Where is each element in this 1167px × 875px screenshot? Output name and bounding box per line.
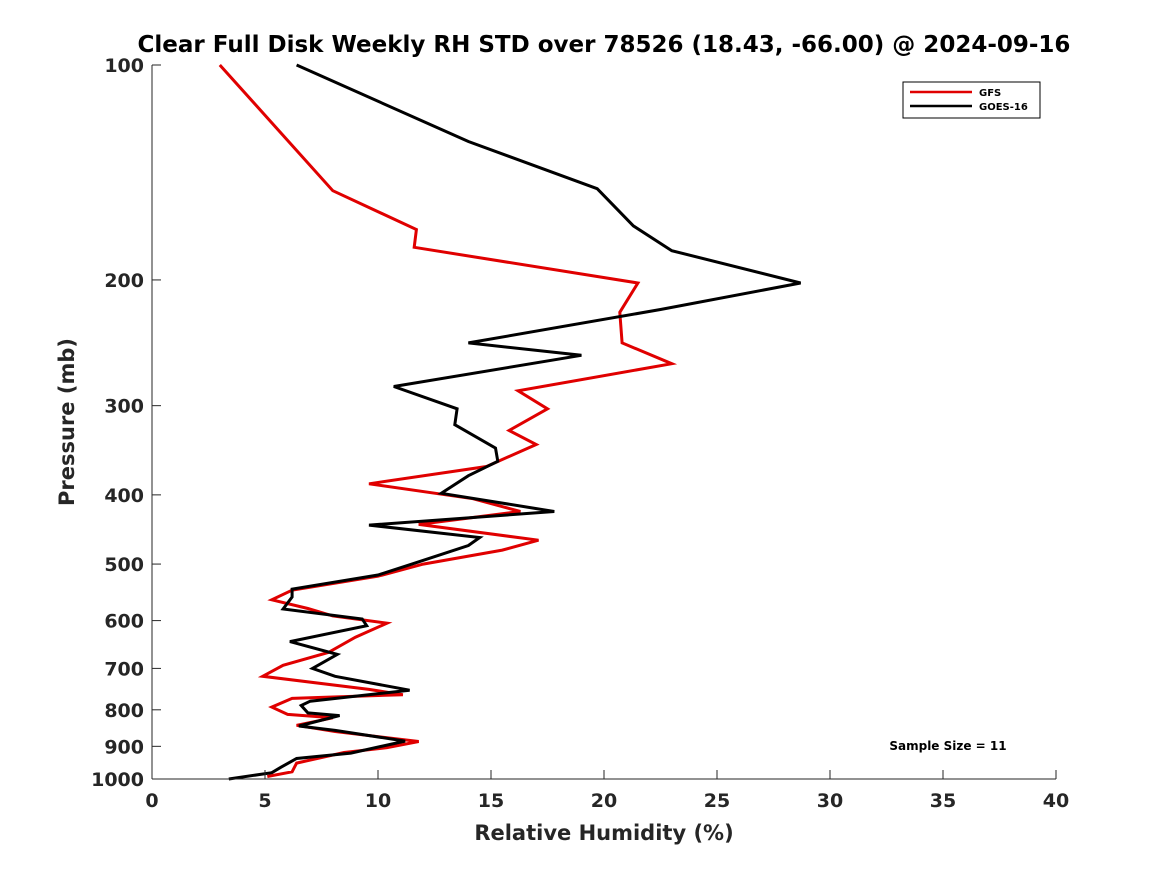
x-tick-label: 35 [930, 790, 956, 812]
sample-size-annotation: Sample Size = 11 [889, 739, 1006, 753]
x-tick-label: 0 [145, 790, 158, 812]
x-tick-label: 10 [365, 790, 391, 812]
axis-ticks: 0 5 10 15 20 25 30 35 40 100 200 300 400 500 600 700 800… [91, 55, 1069, 812]
y-tick-label: 700 [104, 658, 144, 680]
y-tick-label: 500 [104, 554, 144, 576]
y-tick-label: 300 [104, 396, 144, 418]
y-axis-label: Pressure (mb) [55, 338, 79, 506]
y-tick-label: 900 [104, 736, 144, 758]
x-tick-label: 20 [591, 790, 617, 812]
x-tick-label: 40 [1043, 790, 1069, 812]
x-tick-label: 15 [478, 790, 504, 812]
chart-title: Clear Full Disk Weekly RH STD over 78526… [138, 32, 1071, 58]
y-tick-label: 100 [104, 55, 144, 77]
y-tick-label: 200 [104, 270, 144, 292]
legend-box [902, 81, 1041, 119]
y-tick-label: 400 [104, 485, 144, 507]
y-tick-label: 600 [104, 611, 144, 633]
series-line-goes16 [228, 63, 801, 781]
y-tick-label: 1000 [91, 769, 144, 791]
x-axis-label: Relative Humidity (%) [474, 821, 733, 845]
legend-gfs-label: GFS [979, 88, 1001, 99]
x-tick-label: 5 [258, 790, 271, 812]
legend-goes16-label: GOES-16 [979, 102, 1028, 113]
series-line-gfs [218, 63, 678, 778]
x-tick-label: 25 [704, 790, 730, 812]
x-tick-label: 30 [817, 790, 843, 812]
plot-area [218, 63, 801, 781]
y-tick-label: 800 [104, 700, 144, 722]
legend: GFS GOES-16 [902, 81, 1041, 119]
